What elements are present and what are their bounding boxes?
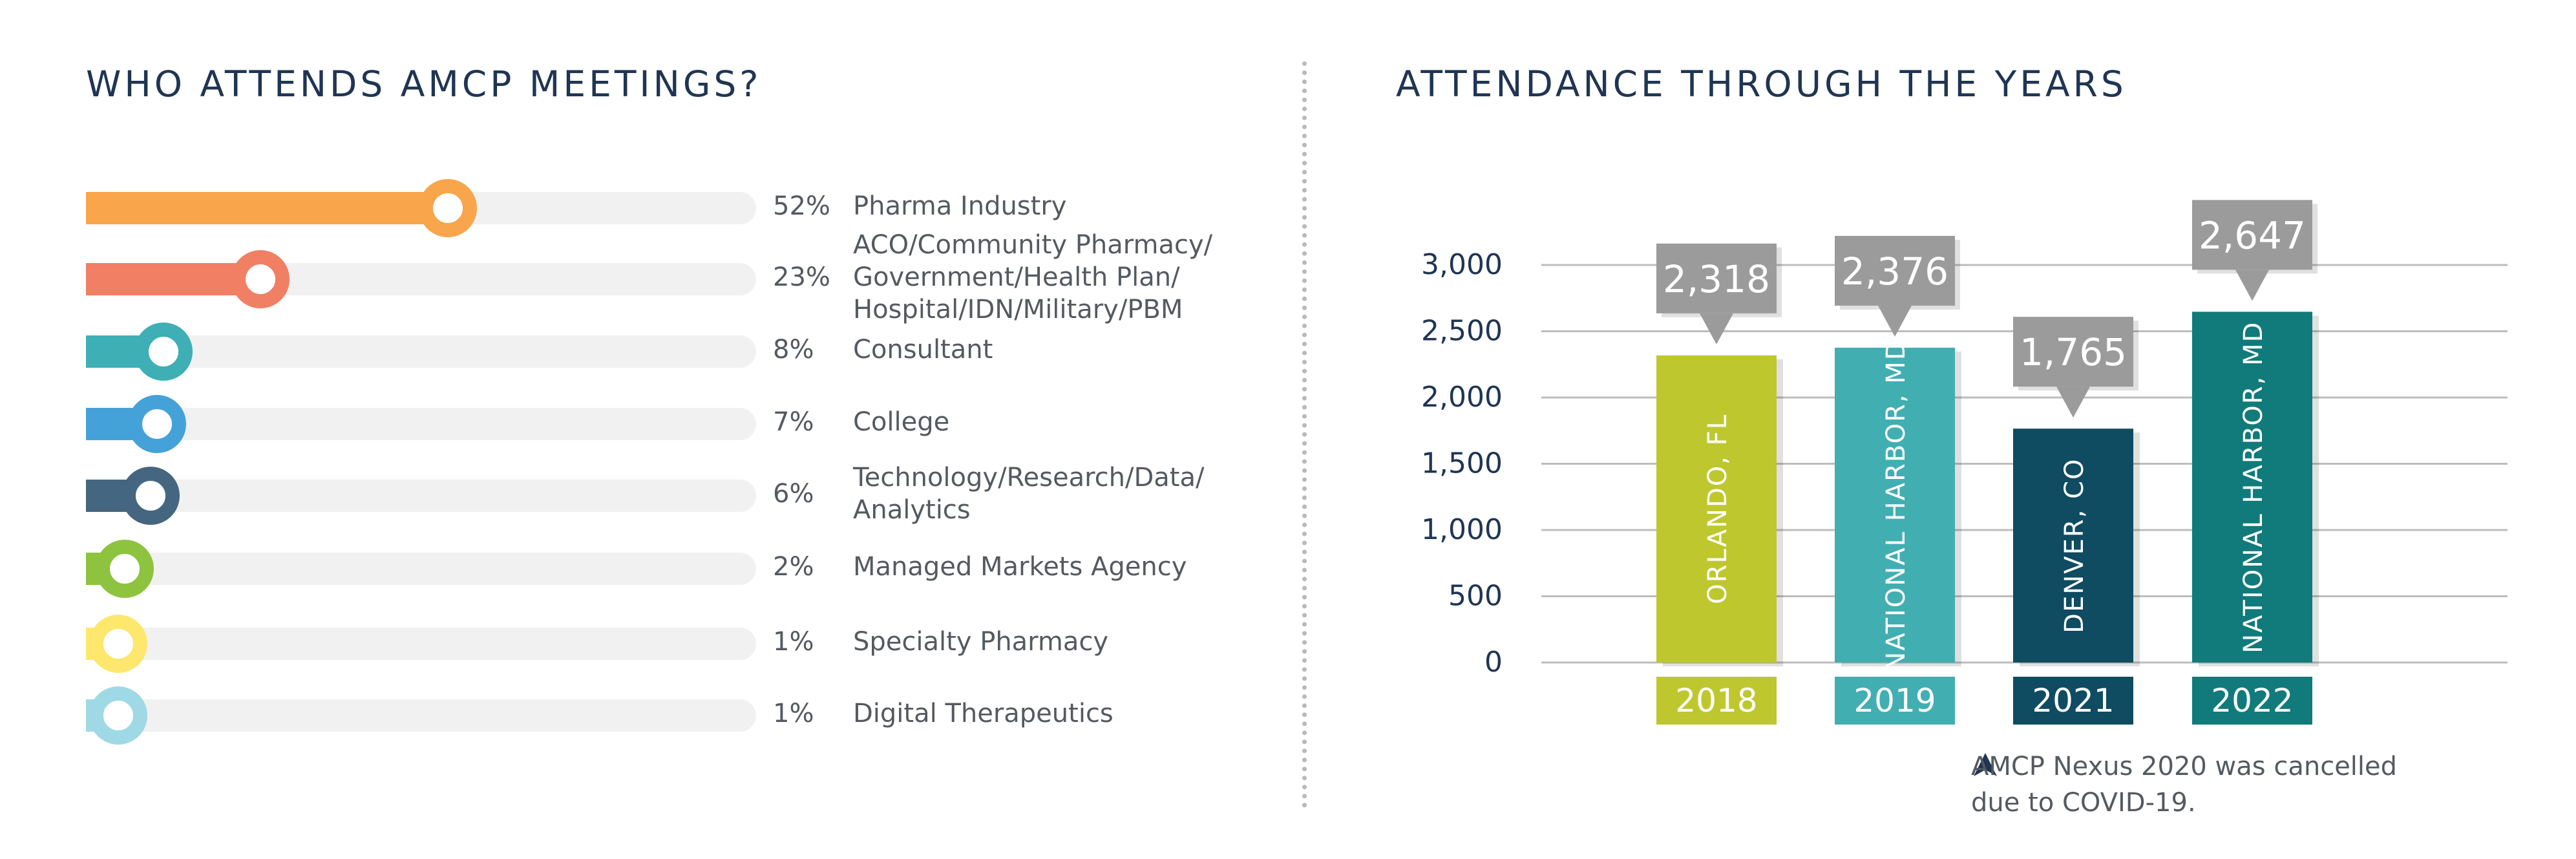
category-label: Technology/Research/Data/ Analytics xyxy=(853,463,1205,525)
bar-track xyxy=(86,628,756,660)
audience-row: 8% Consultant xyxy=(0,317,1293,382)
category-label: Consultant xyxy=(853,335,993,365)
year-box xyxy=(1656,677,1777,725)
percent-label: 7% xyxy=(773,407,814,437)
category-label: Digital Therapeutics xyxy=(853,699,1114,728)
audience-row: 2% Managed Markets Agency xyxy=(0,535,1293,599)
bar-knob xyxy=(96,540,154,598)
percent-label: 8% xyxy=(773,335,814,365)
bar-fill xyxy=(86,192,448,224)
y-tick-label: 2,000 xyxy=(1421,381,1503,414)
x-tick-label: 2018 xyxy=(1675,682,1757,719)
bar-track xyxy=(86,553,756,585)
bar xyxy=(2192,312,2312,663)
x-tick-label: 2019 xyxy=(1853,682,1936,719)
bar-track xyxy=(86,335,756,368)
percent-label: 23% xyxy=(773,262,830,292)
right-panel-title: ATTENDANCE THROUGH THE YEARS xyxy=(1396,63,2127,105)
bar-location-label: ORLANDO, FL xyxy=(1703,414,1733,604)
bar-track xyxy=(86,408,756,440)
bar xyxy=(2013,429,2133,663)
bar-track xyxy=(86,480,756,512)
value-callout xyxy=(1835,235,1955,306)
bar-knob xyxy=(128,395,186,453)
x-tick-label: 2021 xyxy=(2032,682,2114,719)
category-label: Managed Markets Agency xyxy=(853,552,1187,582)
audience-row: 52% Pharma Industry xyxy=(0,174,1293,239)
category-label: Specialty Pharmacy xyxy=(853,627,1109,657)
audience-row: 1% Digital Therapeutics xyxy=(0,681,1293,746)
bar-location-label: NATIONAL HARBOR, MD xyxy=(2239,321,2268,653)
data-label: 2,318 xyxy=(1663,257,1770,301)
cancellation-note: AMCP Nexus 2020 was cancelled due to COV… xyxy=(1971,752,2398,818)
year-box xyxy=(2013,677,2133,725)
bar-knob xyxy=(121,467,180,525)
value-callout xyxy=(2192,200,2312,270)
audience-row: 6% Technology/Research/Data/ Analytics xyxy=(0,461,1293,526)
panel-divider xyxy=(1302,61,1307,808)
percent-label: 6% xyxy=(773,479,814,509)
data-label: 2,376 xyxy=(1841,249,1948,293)
category-label: College xyxy=(853,407,950,437)
percent-label: 1% xyxy=(773,699,814,728)
bar-location-label: NATIONAL HARBOR, MD xyxy=(1881,339,1911,671)
percent-label: 2% xyxy=(773,552,814,582)
category-label: Pharma Industry xyxy=(853,191,1067,221)
callout-pointer xyxy=(2056,387,2090,418)
y-tick-label: 500 xyxy=(1448,580,1503,613)
callout-pointer xyxy=(1878,305,1912,337)
value-callout xyxy=(1656,243,1777,313)
audience-row: 1% Specialty Pharmacy xyxy=(0,610,1293,674)
arrow-up-icon xyxy=(1974,753,1997,776)
year-box xyxy=(2192,677,2312,725)
y-tick-label: 0 xyxy=(1484,646,1503,679)
year-box xyxy=(1835,677,1955,725)
value-callout xyxy=(2013,317,2133,387)
data-label: 2,647 xyxy=(2199,213,2306,257)
bar-knob xyxy=(89,686,147,745)
percent-label: 52% xyxy=(773,191,830,221)
bar-location-label: DENVER, CO xyxy=(2060,458,2089,633)
audience-row: 7% College xyxy=(0,390,1293,454)
y-tick-label: 2,500 xyxy=(1421,315,1503,348)
callout-pointer xyxy=(1700,313,1733,345)
x-tick-label: 2022 xyxy=(2211,682,2293,719)
y-tick-label: 1,500 xyxy=(1421,447,1503,480)
bar-knob xyxy=(419,179,477,237)
bar xyxy=(1835,347,1955,663)
left-panel-title: WHO ATTENDS AMCP MEETINGS? xyxy=(86,63,762,105)
y-tick-label: 3,000 xyxy=(1421,248,1503,281)
y-tick-label: 1,000 xyxy=(1421,513,1503,546)
data-label: 1,765 xyxy=(2020,330,2127,374)
callout-pointer xyxy=(2235,270,2269,301)
bar-track xyxy=(86,699,756,732)
bar xyxy=(1656,355,1777,663)
percent-label: 1% xyxy=(773,627,814,657)
